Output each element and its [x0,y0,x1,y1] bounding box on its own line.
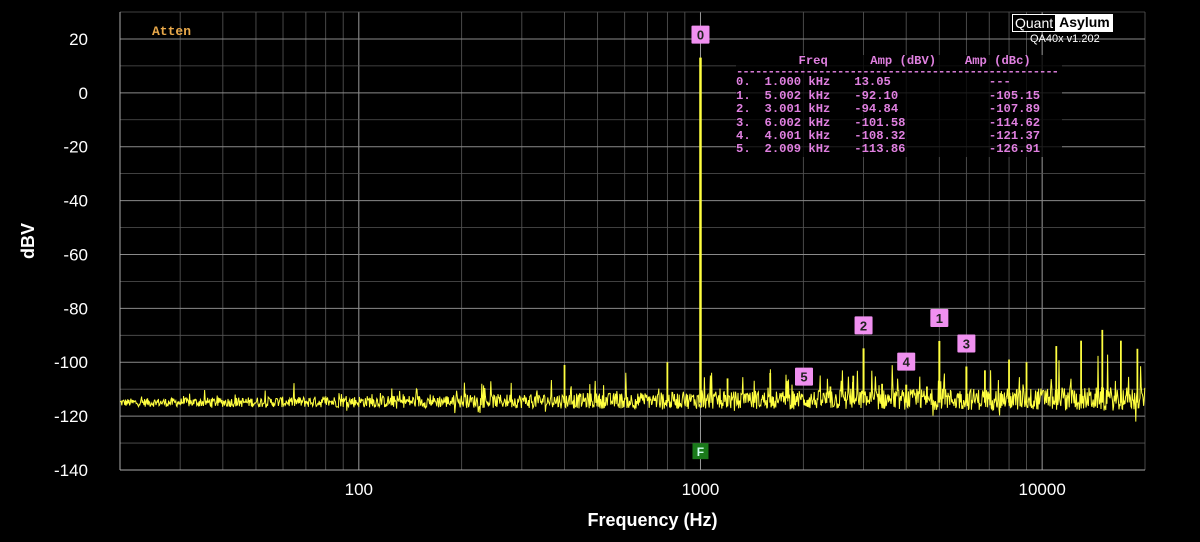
table-row: 3. 6.002 kHz -101.58 -114.62 [736,115,1062,130]
x-tick-label: 1000 [682,480,720,499]
y-tick-label: -20 [63,138,88,157]
row-freq: 4.001 kHz [764,129,831,144]
y-tick-label: 20 [69,30,88,49]
row-amp-dbc: --- [988,75,1011,90]
brand-quant: Quant [1012,14,1057,32]
y-tick-label: 0 [79,84,88,103]
table-row: 5. 2.009 kHz -113.86 -126.91 [736,142,1062,157]
table-row: 1. 5.002 kHz -92.10 -105.15 [736,88,1062,103]
row-amp-dbv: -108.32 [854,129,906,144]
harmonic-marker-label-5: 5 [800,370,807,385]
row-index: 3. [736,115,751,130]
harmonic-marker-label-1: 1 [936,311,943,326]
harmonic-marker-3 [957,334,976,353]
row-index: 4. [736,129,751,144]
version-label: QA40x v1.202 [1030,33,1100,45]
row-amp-dbc: -121.37 [988,129,1041,144]
brand-asylum: Asylum [1056,14,1113,32]
header-amp-dbv: Amp (dBV) [870,54,937,68]
row-amp-dbc: -114.62 [988,115,1041,130]
y-tick-label: -40 [63,192,88,211]
row-index: 1. [736,88,751,103]
table-row: 2. 3.001 kHz -94.84 -107.89 [736,102,1062,117]
y-tick-label: -60 [63,245,88,264]
harmonic-marker-5 [794,367,813,386]
row-freq: 5.002 kHz [764,88,831,103]
table-row: 0. 1.000 kHz 13.05 --- [736,75,1062,90]
fundamental-marker-label: F [697,445,704,459]
row-amp-dbv: 13.05 [854,75,891,90]
harmonic-marker-2 [854,316,873,335]
row-index: 0. [736,75,751,90]
x-tick-label: 10000 [1019,480,1066,499]
harmonic-marker-label-4: 4 [903,355,911,370]
header-freq: Freq [798,54,828,68]
row-freq: 1.000 kHz [764,75,831,90]
y-tick-label: -120 [54,407,88,426]
row-amp-dbv: -101.58 [854,115,906,130]
row-amp-dbv: -113.86 [854,142,906,157]
row-amp-dbc: -107.89 [988,102,1041,117]
row-index: 5. [736,142,751,157]
harmonic-marker-0 [691,25,710,44]
header-amp-dbc: Amp (dBc) [964,54,1031,68]
fundamental-marker [692,443,709,460]
harmonic-marker-4 [897,352,916,371]
harmonic-marker-label-3: 3 [963,336,970,351]
table-header-row: Freq Amp (dBV) Amp (dBc) [736,54,1062,68]
row-index: 2. [736,102,751,117]
x-tick-label: 100 [345,480,373,499]
row-amp-dbv: -92.10 [854,88,899,103]
harmonic-marker-1 [930,308,949,327]
row-freq: 2.009 kHz [764,142,831,157]
y-tick-label: -140 [54,461,88,480]
brand-logo: Quant Asylum [1012,14,1113,32]
y-tick-label: -80 [63,299,88,318]
y-tick-label: -100 [54,353,88,372]
atten-label: Atten [152,24,192,39]
table-row: 4. 4.001 kHz -108.32 -121.37 [736,129,1062,144]
row-freq: 3.001 kHz [764,102,831,117]
row-amp-dbc: -105.15 [988,88,1041,103]
row-freq: 6.002 kHz [764,115,831,130]
noise-floor-trace [119,354,1146,422]
x-axis-label: Frequency (Hz) [587,510,717,530]
table-separator: ----------------------------------------… [736,68,1059,77]
harmonic-marker-label-2: 2 [860,318,867,333]
y-axis-label: dBV [18,223,38,259]
row-amp-dbv: -94.84 [854,102,899,117]
harmonics-table: Freq Amp (dBV) Amp (dBc) ---------------… [736,54,1062,157]
row-amp-dbc: -126.91 [988,142,1041,157]
harmonic-marker-label-0: 0 [697,28,704,43]
